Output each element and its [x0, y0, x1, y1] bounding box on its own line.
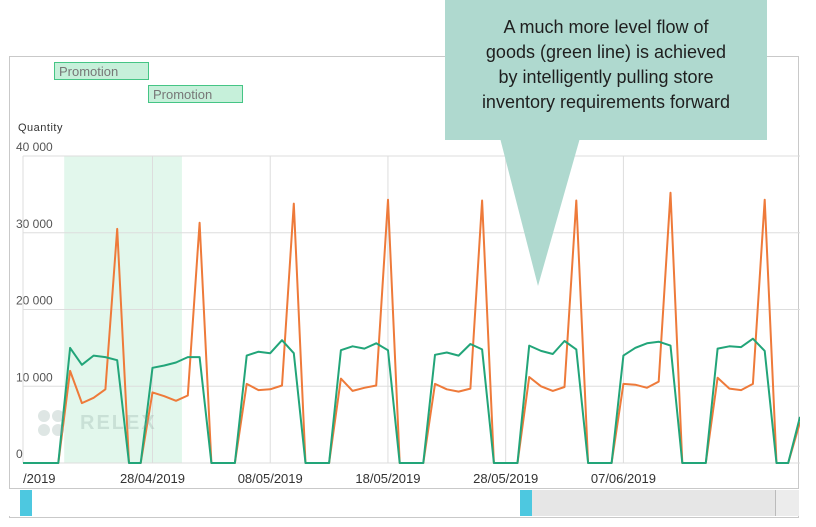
y-tick-label: 30 000: [16, 217, 53, 231]
navigator-window[interactable]: [20, 490, 534, 516]
navigator-track[interactable]: [532, 490, 775, 516]
callout-line: goods (green line) is achieved: [485, 42, 727, 62]
navigator-right-handle[interactable]: [520, 490, 532, 516]
y-tick-label: 40 000: [16, 140, 53, 154]
x-tick-label: 28/04/2019: [120, 471, 185, 486]
y-axis-label: Quantity: [18, 122, 63, 134]
navigator-end-button[interactable]: [775, 490, 799, 516]
promotion-label: Promotion: [54, 62, 149, 80]
x-tick-label: 08/05/2019: [238, 471, 303, 486]
series-line: [23, 337, 800, 464]
relex-watermark: RELEX: [34, 406, 164, 440]
callout-line: inventory requirements forward: [481, 92, 731, 112]
line-chart: 0 10 000 20 000 30 000 40 000 Quantity/2019 28…: [16, 122, 800, 486]
y-tick-label: 0: [16, 447, 23, 461]
watermark-text: RELEX: [80, 412, 157, 434]
x-tick-label: /2019: [23, 471, 56, 486]
promotion-label: Promotion: [148, 85, 243, 103]
navigator-left-handle[interactable]: [20, 490, 32, 516]
x-tick-label: 28/05/2019: [473, 471, 538, 486]
callout-line: by intelligently pulling store: [498, 67, 714, 87]
relex-logo-icon: [38, 410, 64, 436]
y-tick-label: 20 000: [16, 294, 53, 308]
callout-line: A much more level flow of: [503, 17, 709, 37]
callout-pointer: [500, 138, 580, 286]
annotation-callout: A much more level flow of goods (green l…: [445, 0, 767, 140]
x-tick-label: 07/06/2019: [591, 471, 656, 486]
x-tick-label: 18/05/2019: [355, 471, 420, 486]
y-tick-label: 10 000: [16, 370, 53, 384]
